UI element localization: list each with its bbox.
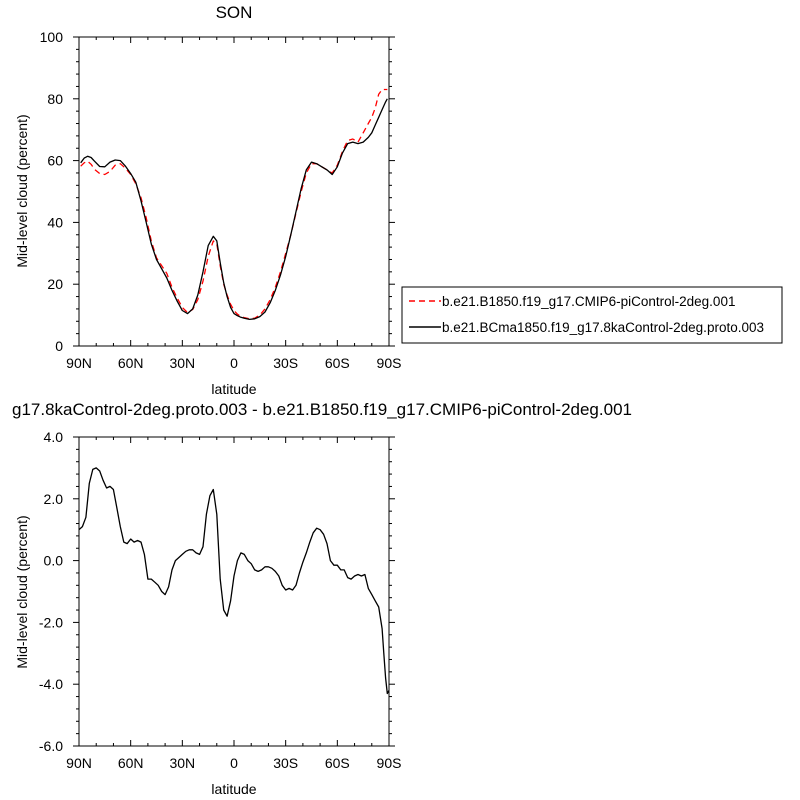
- x-tick-label: 30S: [273, 355, 298, 371]
- y-tick-label: -2.0: [39, 614, 63, 630]
- x-tick-label: 0: [230, 755, 238, 771]
- x-tick-label: 90N: [66, 755, 92, 771]
- x-tick-label: 60N: [118, 355, 144, 371]
- y-tick-label: -4.0: [39, 676, 63, 692]
- x-tick-label: 60S: [325, 755, 350, 771]
- series-line-1: [80, 88, 388, 320]
- top-chart-ylabel: Mid-level cloud (percent): [14, 114, 30, 267]
- top-chart-frame: [78, 36, 390, 347]
- x-tick-label: 30S: [273, 755, 298, 771]
- legend-label-series-1: b.e21.B1850.f19_g17.CMIP6-piControl-2deg…: [442, 294, 735, 309]
- top-chart-xlabel: latitude: [211, 381, 256, 397]
- x-tick-label: 60N: [118, 755, 144, 771]
- y-tick-label: 80: [47, 91, 63, 107]
- y-tick-label: 4.0: [44, 429, 64, 445]
- y-tick-label: 40: [47, 214, 63, 230]
- series-line-1: [78, 467, 390, 695]
- y-tick-label: 60: [47, 153, 63, 169]
- bottom-chart-ylabel: Mid-level cloud (percent): [14, 515, 30, 668]
- y-tick-label: 0: [55, 338, 63, 354]
- x-tick-label: 60S: [325, 355, 350, 371]
- top-chart-title: SON: [216, 3, 253, 22]
- x-tick-label: 90S: [377, 355, 402, 371]
- bottom-chart-title: g17.8kaControl-2deg.proto.003 - b.e21.B1…: [12, 400, 632, 419]
- x-tick-label: 0: [230, 355, 238, 371]
- bottom-chart-xlabel: latitude: [211, 781, 256, 797]
- bottom-chart-frame: [78, 436, 390, 747]
- y-tick-label: 0.0: [44, 553, 64, 569]
- legend: b.e21.B1850.f19_g17.CMIP6-piControl-2deg…: [401, 286, 783, 344]
- x-tick-label: 90S: [377, 755, 402, 771]
- y-tick-label: 20: [47, 276, 63, 292]
- x-tick-label: 30N: [169, 755, 195, 771]
- x-tick-label: 30N: [169, 355, 195, 371]
- bottom-chart: g17.8kaControl-2deg.proto.003 - b.e21.B1…: [12, 400, 632, 797]
- legend-box: [401, 286, 783, 344]
- top-chart: SON latitude Mid-level cloud (percent) 9…: [14, 3, 401, 397]
- y-tick-label: 100: [40, 29, 64, 45]
- y-tick-label: -6.0: [39, 738, 63, 754]
- y-tick-label: 2.0: [44, 491, 64, 507]
- legend-label-series-2: b.e21.BCma1850.f19_g17.8kaControl-2deg.p…: [442, 320, 764, 335]
- x-tick-label: 90N: [66, 355, 92, 371]
- series-line-2: [80, 98, 388, 321]
